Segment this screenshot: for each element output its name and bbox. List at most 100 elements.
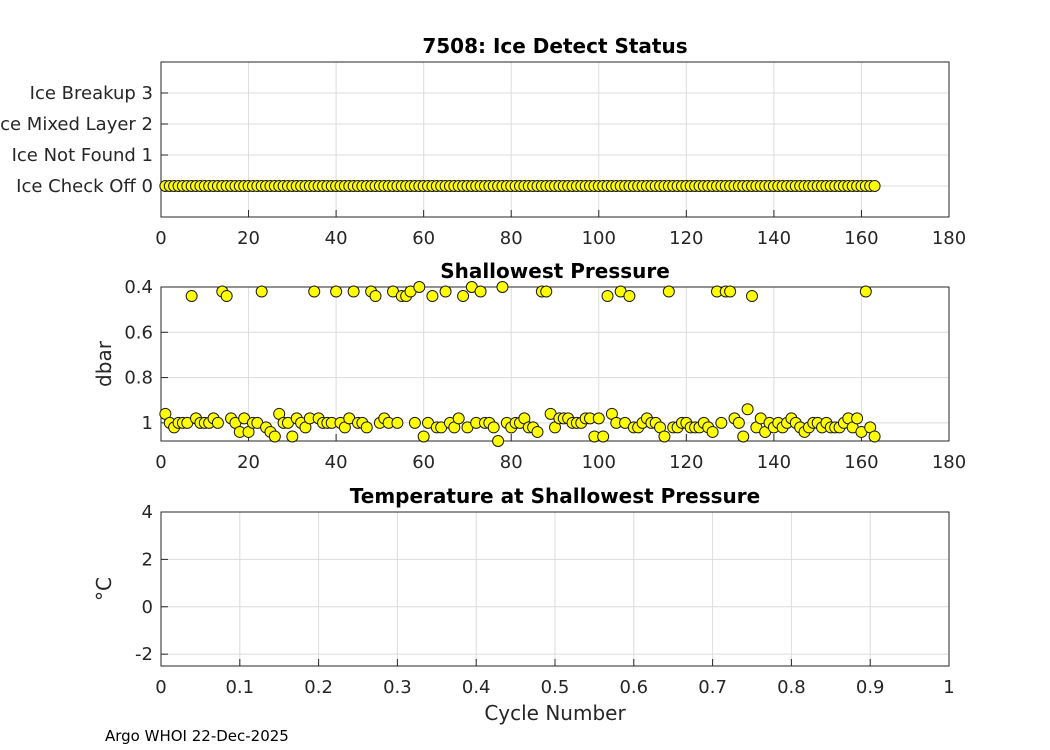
x-tick-label: 20 <box>237 228 260 249</box>
data-point <box>540 285 553 298</box>
x-tick-label: 0.4 <box>462 677 491 698</box>
data-point <box>737 430 750 443</box>
x-tick-label: 0.3 <box>383 677 412 698</box>
y-axis-label: dbar <box>92 340 116 387</box>
data-point <box>658 430 671 443</box>
x-tick-label: 160 <box>844 228 878 249</box>
y-axis-label: °C <box>92 577 116 601</box>
chart-title: Temperature at Shallowest Pressure <box>350 484 760 508</box>
x-tick-label: 80 <box>500 452 523 473</box>
data-point <box>597 430 610 443</box>
data-point <box>268 430 281 443</box>
data-point <box>452 412 465 425</box>
data-point <box>439 285 452 298</box>
x-tick-label: 20 <box>237 452 260 473</box>
x-tick-label: 120 <box>669 228 703 249</box>
y-tick-label: 1 <box>142 413 153 434</box>
x-tick-label: 180 <box>932 228 966 249</box>
y-tick-label: Ice Not Found 1 <box>12 145 153 166</box>
x-tick-label: 60 <box>412 452 435 473</box>
axes-frame <box>160 511 950 667</box>
data-point <box>211 416 224 429</box>
data-point <box>369 290 382 303</box>
x-tick-label: 120 <box>669 452 703 473</box>
y-tick-label: Ice Check Off 0 <box>16 176 153 197</box>
data-point <box>360 421 373 434</box>
x-tick-label: 140 <box>757 452 791 473</box>
x-tick-label: 0.9 <box>856 677 885 698</box>
data-point <box>255 285 268 298</box>
data-point <box>531 425 544 438</box>
x-tick-label: 0 <box>155 452 166 473</box>
y-tick-label: Ice Mixed Layer 2 <box>0 114 153 135</box>
x-tick-label: 140 <box>757 228 791 249</box>
data-point <box>851 412 864 425</box>
y-tick-label: 0.6 <box>124 322 153 343</box>
data-point <box>408 416 421 429</box>
data-point <box>308 285 321 298</box>
data-point <box>741 403 754 416</box>
data-point <box>426 290 439 303</box>
data-point <box>496 281 509 293</box>
chart-1: 0 20 40 60 80 100 120 140 160 180 Ice Check Off 0 I… <box>0 34 966 249</box>
data-point <box>715 416 728 429</box>
x-axis-label: Cycle Number <box>484 701 626 725</box>
footer-text: Argo WHOI 22-Dec-2025 <box>105 727 289 745</box>
chart-title: 7508: Ice Detect Status <box>422 34 687 58</box>
data-point <box>391 416 404 429</box>
x-tick-label: 0.5 <box>541 677 570 698</box>
y-tick-label: Ice Breakup 3 <box>30 83 153 104</box>
chart-3: 0 0.1 0.2 0.3 0.4 0.5 0.6 0.7 0.8 0.9 1-2024Temper… <box>92 484 955 725</box>
data-point <box>457 290 470 303</box>
y-tick-label: 2 <box>142 549 153 570</box>
x-tick-label: 160 <box>844 452 878 473</box>
y-tick-label: 4 <box>142 502 153 523</box>
x-tick-label: 0.1 <box>225 677 254 698</box>
data-point <box>347 285 360 298</box>
x-tick-label: 60 <box>412 228 435 249</box>
data-point <box>746 290 758 303</box>
data-point <box>601 290 614 303</box>
x-tick-label: 0 <box>155 228 166 249</box>
data-point <box>732 416 745 429</box>
data-point <box>868 180 881 192</box>
data-point <box>492 435 505 447</box>
data-point <box>706 425 719 438</box>
x-tick-label: 0 <box>155 677 166 698</box>
data-point <box>724 285 737 298</box>
x-tick-label: 0.8 <box>777 677 806 698</box>
data-point <box>220 290 233 303</box>
chart-title: Shallowest Pressure <box>440 259 670 283</box>
data-point <box>859 285 872 298</box>
data-point <box>286 430 299 443</box>
x-tick-label: 0.2 <box>304 677 333 698</box>
x-tick-label: 1 <box>943 677 954 698</box>
data-point <box>623 290 636 303</box>
x-tick-label: 100 <box>582 228 616 249</box>
x-tick-label: 40 <box>325 228 348 249</box>
chart-2: 0 20 40 60 80 100 120 140 160 180 0.4 0.6 0.8 1 Shallo… <box>92 259 966 473</box>
axes-background <box>160 61 950 218</box>
data-point <box>413 281 426 293</box>
axes-frame <box>160 286 950 442</box>
x-tick-label: 40 <box>325 452 348 473</box>
data-point <box>487 421 500 434</box>
x-tick-label: 0.7 <box>698 677 727 698</box>
x-tick-label: 180 <box>932 452 966 473</box>
y-tick-label: 0.4 <box>124 277 153 298</box>
data-point <box>417 430 430 443</box>
data-point <box>474 285 487 298</box>
axes-frame <box>160 61 950 218</box>
y-tick-label: 0.8 <box>124 368 153 389</box>
data-point <box>330 285 343 298</box>
data-point <box>185 290 198 303</box>
data-point <box>868 430 881 443</box>
data-point <box>592 412 605 425</box>
x-tick-label: 0.6 <box>619 677 648 698</box>
data-point <box>662 285 675 298</box>
y-tick-label: -2 <box>135 644 153 665</box>
x-tick-label: 80 <box>500 228 523 249</box>
y-tick-label: 0 <box>142 597 153 618</box>
